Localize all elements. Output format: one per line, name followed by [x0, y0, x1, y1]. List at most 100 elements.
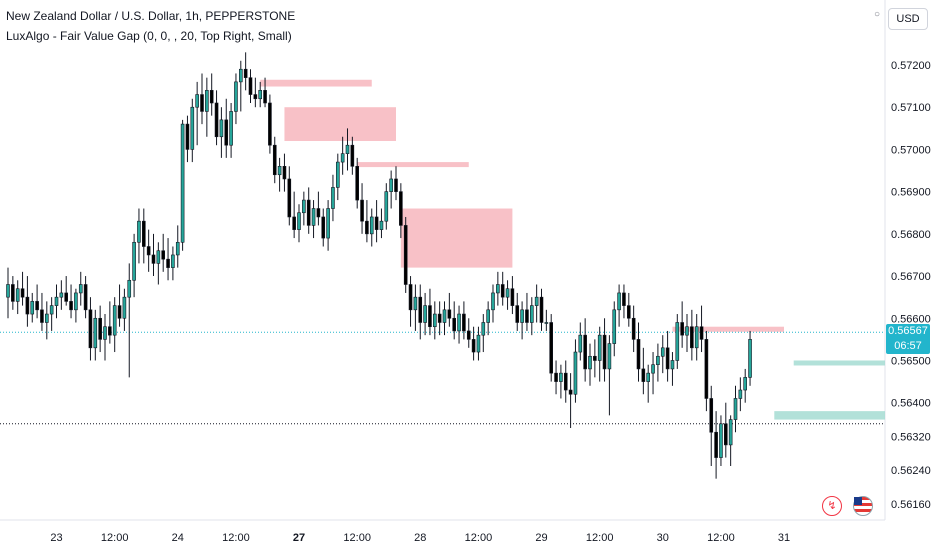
- candle-body: [486, 309, 490, 323]
- y-tick-label: 0.57100: [891, 102, 931, 114]
- candle: [384, 183, 389, 230]
- candle: [413, 284, 418, 331]
- candle: [554, 360, 558, 395]
- candle-body: [554, 372, 558, 382]
- x-tick-label: 31: [778, 532, 790, 544]
- y-tick-label: 0.56900: [891, 187, 931, 199]
- candle-body: [418, 296, 423, 323]
- candle: [253, 77, 258, 108]
- candle: [529, 297, 534, 336]
- candle-body: [471, 339, 476, 353]
- candle-body: [626, 305, 631, 319]
- candle: [437, 301, 442, 336]
- candle: [44, 301, 49, 340]
- candle-body: [680, 322, 684, 336]
- candle-body: [146, 246, 151, 256]
- candle: [685, 314, 689, 353]
- bearish-fvg-zone: [284, 107, 396, 141]
- candle: [311, 200, 316, 239]
- currency-button[interactable]: USD: [888, 8, 928, 30]
- candle: [476, 326, 481, 361]
- candle-body: [11, 284, 15, 302]
- candle: [209, 73, 214, 116]
- candle: [263, 77, 267, 108]
- candle: [180, 119, 185, 251]
- candle: [500, 271, 505, 306]
- candle-body: [476, 334, 481, 353]
- x-tick-label: 30: [657, 532, 669, 544]
- candle: [108, 301, 112, 344]
- lightning-icon[interactable]: ↯: [822, 496, 842, 516]
- candle-body: [457, 313, 461, 332]
- candle: [432, 301, 437, 340]
- candle: [680, 301, 684, 348]
- y-tick-label: 0.56600: [891, 313, 931, 325]
- candle: [471, 326, 476, 361]
- candle-body: [423, 305, 427, 323]
- candle-body: [253, 94, 258, 100]
- candle-body: [515, 305, 520, 323]
- candle-body: [214, 102, 219, 138]
- candle-body: [326, 208, 330, 239]
- candle-body: [331, 187, 335, 209]
- candle: [137, 208, 141, 264]
- candle: [694, 314, 699, 361]
- candle: [127, 263, 132, 378]
- candle: [442, 301, 447, 336]
- candle-body: [462, 313, 466, 332]
- candle-body: [365, 220, 369, 235]
- y-tick-label: 0.56160: [891, 499, 931, 511]
- y-tick-label: 0.56400: [891, 398, 931, 410]
- candle: [122, 288, 127, 331]
- candle: [239, 60, 243, 112]
- candle-body: [20, 288, 25, 298]
- candle-body: [297, 212, 301, 230]
- candle-body: [83, 284, 88, 311]
- candle: [593, 339, 597, 378]
- candle-body: [345, 144, 350, 154]
- candle-body: [258, 90, 263, 100]
- candle: [185, 115, 190, 163]
- candle-body: [234, 81, 238, 112]
- candle: [418, 284, 423, 340]
- candle-body: [694, 326, 699, 349]
- candle: [539, 288, 544, 331]
- candle: [200, 73, 204, 125]
- candle-body: [428, 305, 432, 328]
- candle: [272, 136, 277, 184]
- candle-body: [49, 305, 54, 315]
- candle: [709, 385, 714, 467]
- x-tick-label: 23: [50, 532, 62, 544]
- candle-body: [272, 144, 277, 176]
- candle: [481, 314, 486, 353]
- collapse-icon[interactable]: ○: [874, 9, 881, 20]
- candle: [277, 157, 282, 192]
- candle-body: [156, 250, 161, 264]
- candle-body: [413, 296, 418, 311]
- candle-body: [437, 313, 442, 323]
- candle-body: [59, 292, 64, 298]
- bearish-fvg-zone: [400, 208, 513, 268]
- candle-body: [452, 317, 457, 332]
- candle: [69, 284, 73, 319]
- flag-icon[interactable]: [853, 496, 873, 516]
- candle: [743, 368, 748, 403]
- candle: [379, 208, 384, 239]
- candle: [457, 305, 461, 344]
- candle-body: [583, 334, 587, 370]
- x-tick-label: 24: [172, 532, 184, 544]
- candle: [78, 271, 83, 306]
- symbol-title[interactable]: New Zealand Dollar / U.S. Dollar, 1h, PE…: [6, 9, 296, 23]
- candle-body: [74, 292, 78, 311]
- candle-body: [394, 178, 398, 192]
- candle-body: [355, 166, 360, 201]
- candle: [714, 411, 718, 479]
- candle-body: [719, 423, 723, 458]
- y-tick-label: 0.56800: [891, 229, 931, 241]
- candle-body: [224, 119, 229, 146]
- candle: [345, 128, 350, 171]
- indicator-label[interactable]: LuxAlgo - Fair Value Gap (0, 0, , 20, To…: [6, 29, 292, 43]
- candle: [408, 276, 413, 327]
